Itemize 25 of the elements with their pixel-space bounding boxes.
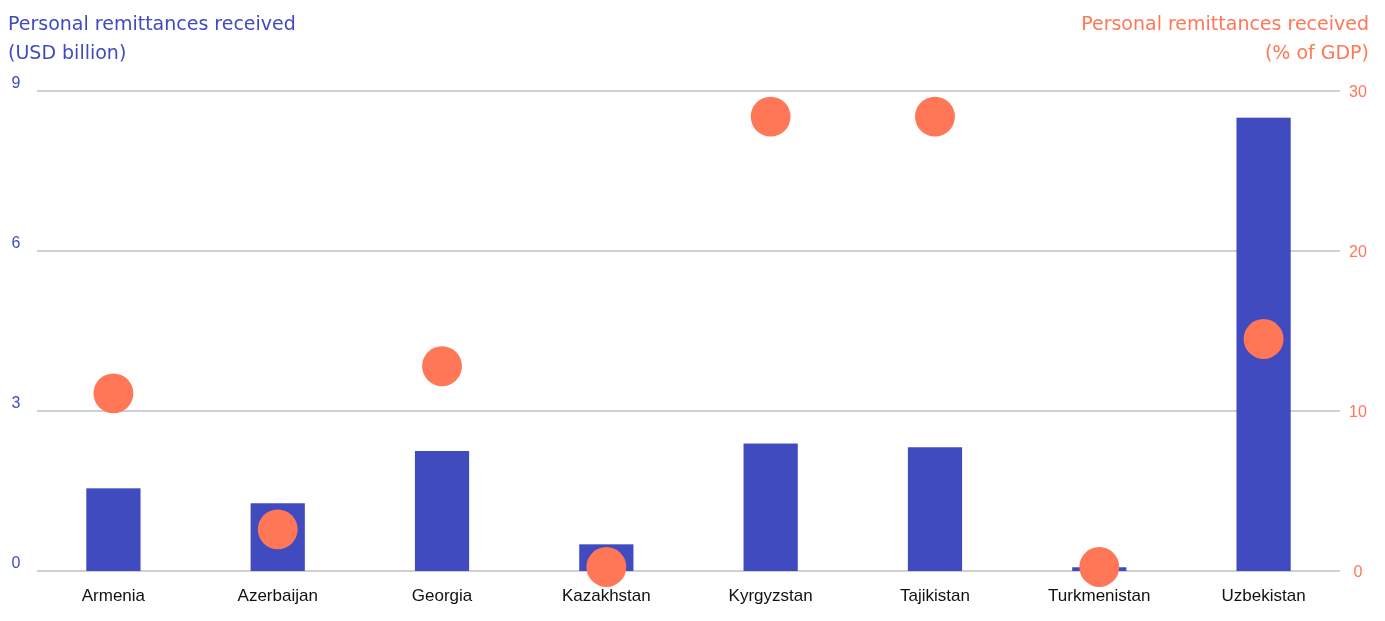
y-axis-title: Personal remittances received (USD billion) <box>8 12 296 64</box>
y-tick-label: 0 <box>11 554 21 572</box>
x-tick-label: Armenia <box>81 586 146 606</box>
y-tick-label: 6 <box>11 234 21 252</box>
y2-axis-title: Personal remittances received (% of GDP) <box>1081 12 1369 64</box>
y2-tick-label: 10 <box>1349 402 1367 420</box>
x-tick-label: Azerbaijan <box>237 586 318 606</box>
x-tick-label: Uzbekistan <box>1221 586 1306 606</box>
x-tick-label: Georgia <box>411 586 473 606</box>
y2-tick-label: 20 <box>1349 242 1367 260</box>
point <box>93 373 134 414</box>
point <box>750 96 791 137</box>
point <box>1243 319 1284 359</box>
y-tick-label: 9 <box>11 74 21 92</box>
y2-tick-label: 30 <box>1349 82 1367 100</box>
point <box>422 346 462 387</box>
y2-tick-label: 0 <box>1353 562 1363 580</box>
x-tick-label: Turkmenistan <box>1048 586 1151 606</box>
x-tick-label: Tajikistan <box>900 586 970 606</box>
y-tick-label: 3 <box>11 394 21 412</box>
point <box>915 96 955 137</box>
point <box>586 547 627 587</box>
point <box>1079 547 1120 587</box>
x-tick-label: Kyrgyzstan <box>728 586 813 606</box>
x-tick-label: Kazakhstan <box>561 586 651 606</box>
